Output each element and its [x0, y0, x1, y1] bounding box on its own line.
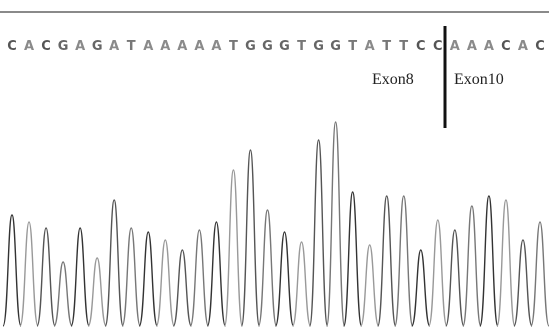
trace-peak — [446, 230, 464, 326]
trace-peak — [139, 232, 157, 326]
base-call: G — [262, 39, 273, 54]
base-call: G — [58, 39, 69, 54]
trace — [3, 122, 549, 326]
trace-peak — [327, 122, 345, 326]
trace-peak — [224, 170, 242, 326]
base-call: A — [194, 39, 204, 54]
trace-peak — [344, 192, 362, 326]
trace-peak — [412, 250, 430, 326]
trace-peak — [497, 200, 515, 326]
trace-peak — [156, 240, 174, 326]
base-call: A — [450, 39, 460, 54]
trace-peak — [173, 250, 191, 326]
base-call: A — [211, 39, 221, 54]
trace-peak — [241, 150, 259, 326]
base-call: T — [229, 39, 238, 54]
base-call: G — [92, 39, 103, 54]
trace-peak — [395, 196, 413, 326]
trace-peak — [514, 240, 532, 326]
exon-label: Exon10 — [454, 71, 504, 88]
trace-peak — [429, 220, 447, 326]
base-call: A — [160, 39, 170, 54]
base-call: A — [518, 39, 528, 54]
base-call: C — [7, 39, 17, 54]
base-call: C — [501, 39, 511, 54]
trace-peak — [3, 215, 21, 326]
base-call: G — [245, 39, 256, 54]
base-call: C — [535, 39, 545, 54]
base-call: A — [484, 39, 494, 54]
base-call: A — [177, 39, 187, 54]
base-call: C — [416, 39, 426, 54]
base-call: A — [24, 39, 34, 54]
trace-peak — [88, 258, 106, 326]
base-call: G — [313, 39, 324, 54]
exon-label: Exon8 — [372, 71, 414, 88]
base-call: A — [143, 39, 153, 54]
base-call: A — [109, 39, 119, 54]
base-call: A — [75, 39, 85, 54]
chromatogram: Exon8 Exon10 CACGAGATAAAAATGGGTGGTATTCCA… — [0, 0, 549, 332]
trace-peak — [293, 242, 311, 326]
trace-peak — [463, 206, 481, 326]
trace-peak — [54, 262, 72, 326]
trace-peak — [20, 222, 38, 326]
base-call: T — [348, 39, 357, 54]
trace-peak — [190, 230, 208, 326]
trace-peak — [361, 245, 379, 326]
trace-peak — [378, 196, 396, 326]
base-call: C — [41, 39, 51, 54]
base-call: A — [365, 39, 375, 54]
trace-peak — [258, 210, 276, 326]
base-call: T — [382, 39, 391, 54]
trace-peak — [531, 222, 549, 326]
trace-peak — [207, 222, 225, 326]
base-call: T — [297, 39, 306, 54]
base-call: T — [127, 39, 136, 54]
base-call: T — [399, 39, 408, 54]
base-call: G — [279, 39, 290, 54]
trace-peak — [310, 140, 328, 326]
trace-peak — [276, 232, 294, 326]
trace-peak — [122, 228, 140, 326]
base-call: C — [433, 39, 443, 54]
trace-peak — [37, 228, 55, 326]
trace-peak — [105, 200, 123, 326]
trace-peak — [480, 196, 498, 326]
trace-peak — [71, 228, 89, 326]
base-call: G — [330, 39, 341, 54]
base-call: A — [467, 39, 477, 54]
